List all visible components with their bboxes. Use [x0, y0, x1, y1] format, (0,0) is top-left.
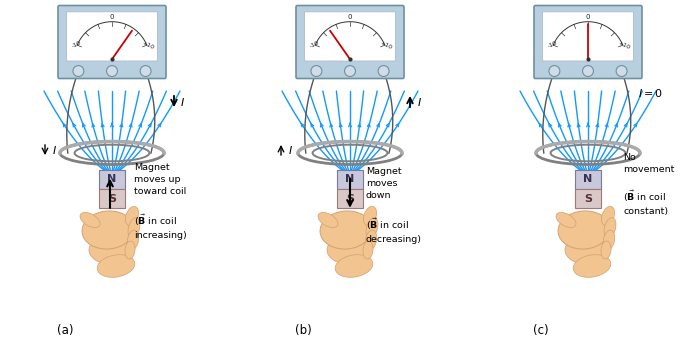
Text: Magnet
moves
down: Magnet moves down [366, 167, 402, 200]
Circle shape [140, 66, 151, 77]
Circle shape [73, 66, 84, 77]
Ellipse shape [365, 230, 377, 250]
Text: ($\vec{\bf{B}}$ in coil
decreasing): ($\vec{\bf{B}}$ in coil decreasing) [366, 217, 422, 244]
Ellipse shape [97, 255, 135, 277]
Text: $I$: $I$ [288, 144, 293, 156]
Text: (c): (c) [533, 324, 549, 337]
Ellipse shape [327, 236, 369, 264]
Text: +10: +10 [617, 40, 631, 50]
Text: S: S [346, 194, 354, 204]
Ellipse shape [125, 206, 139, 226]
Ellipse shape [127, 230, 139, 250]
Text: $I$: $I$ [417, 96, 422, 108]
Text: $I$: $I$ [52, 144, 57, 156]
Text: -10: -10 [309, 41, 320, 49]
FancyBboxPatch shape [296, 6, 404, 79]
Circle shape [582, 66, 594, 77]
Bar [575, 170, 601, 189]
Ellipse shape [318, 213, 338, 228]
FancyBboxPatch shape [58, 6, 166, 79]
FancyBboxPatch shape [66, 12, 158, 61]
Ellipse shape [80, 213, 100, 228]
Ellipse shape [601, 241, 611, 259]
FancyBboxPatch shape [534, 6, 642, 79]
Ellipse shape [565, 236, 607, 264]
Ellipse shape [363, 206, 377, 226]
Ellipse shape [89, 236, 131, 264]
Text: N: N [583, 175, 593, 185]
Text: No
movement: No movement [623, 153, 674, 174]
Text: S: S [108, 194, 116, 204]
Bar [99, 170, 125, 189]
Circle shape [549, 66, 560, 77]
Text: 0: 0 [586, 14, 590, 20]
Text: N: N [107, 175, 117, 185]
Ellipse shape [363, 241, 373, 259]
Circle shape [344, 66, 356, 77]
FancyBboxPatch shape [304, 12, 395, 61]
Ellipse shape [320, 211, 372, 249]
Ellipse shape [125, 241, 135, 259]
Text: +10: +10 [141, 40, 155, 50]
Ellipse shape [366, 218, 378, 238]
Text: ($\vec{\bf{B}}$ in coil
increasing): ($\vec{\bf{B}}$ in coil increasing) [134, 213, 187, 240]
Text: $I$: $I$ [180, 96, 185, 108]
Text: 0: 0 [110, 14, 114, 20]
Ellipse shape [556, 213, 576, 228]
Bar [99, 189, 125, 208]
Ellipse shape [601, 206, 615, 226]
Ellipse shape [558, 211, 610, 249]
Text: +10: +10 [379, 40, 393, 50]
Text: (a): (a) [57, 324, 74, 337]
Ellipse shape [573, 255, 611, 277]
Text: S: S [584, 194, 592, 204]
Text: (b): (b) [295, 324, 312, 337]
Bar [337, 189, 363, 208]
Ellipse shape [604, 218, 616, 238]
Text: ($\vec{\bf{B}}$ in coil
constant): ($\vec{\bf{B}}$ in coil constant) [623, 189, 668, 216]
Text: $I = 0$: $I = 0$ [638, 87, 663, 99]
Circle shape [616, 66, 627, 77]
Circle shape [378, 66, 389, 77]
Text: N: N [345, 175, 355, 185]
Ellipse shape [82, 211, 134, 249]
Text: -10: -10 [71, 41, 82, 49]
Bar [337, 170, 363, 189]
Text: 0: 0 [348, 14, 352, 20]
Text: Magnet
moves up
toward coil: Magnet moves up toward coil [134, 163, 186, 196]
Circle shape [106, 66, 118, 77]
Ellipse shape [128, 218, 140, 238]
Text: -10: -10 [547, 41, 558, 49]
Ellipse shape [335, 255, 373, 277]
Bar [575, 189, 601, 208]
Ellipse shape [603, 230, 615, 250]
Circle shape [311, 66, 322, 77]
FancyBboxPatch shape [542, 12, 634, 61]
